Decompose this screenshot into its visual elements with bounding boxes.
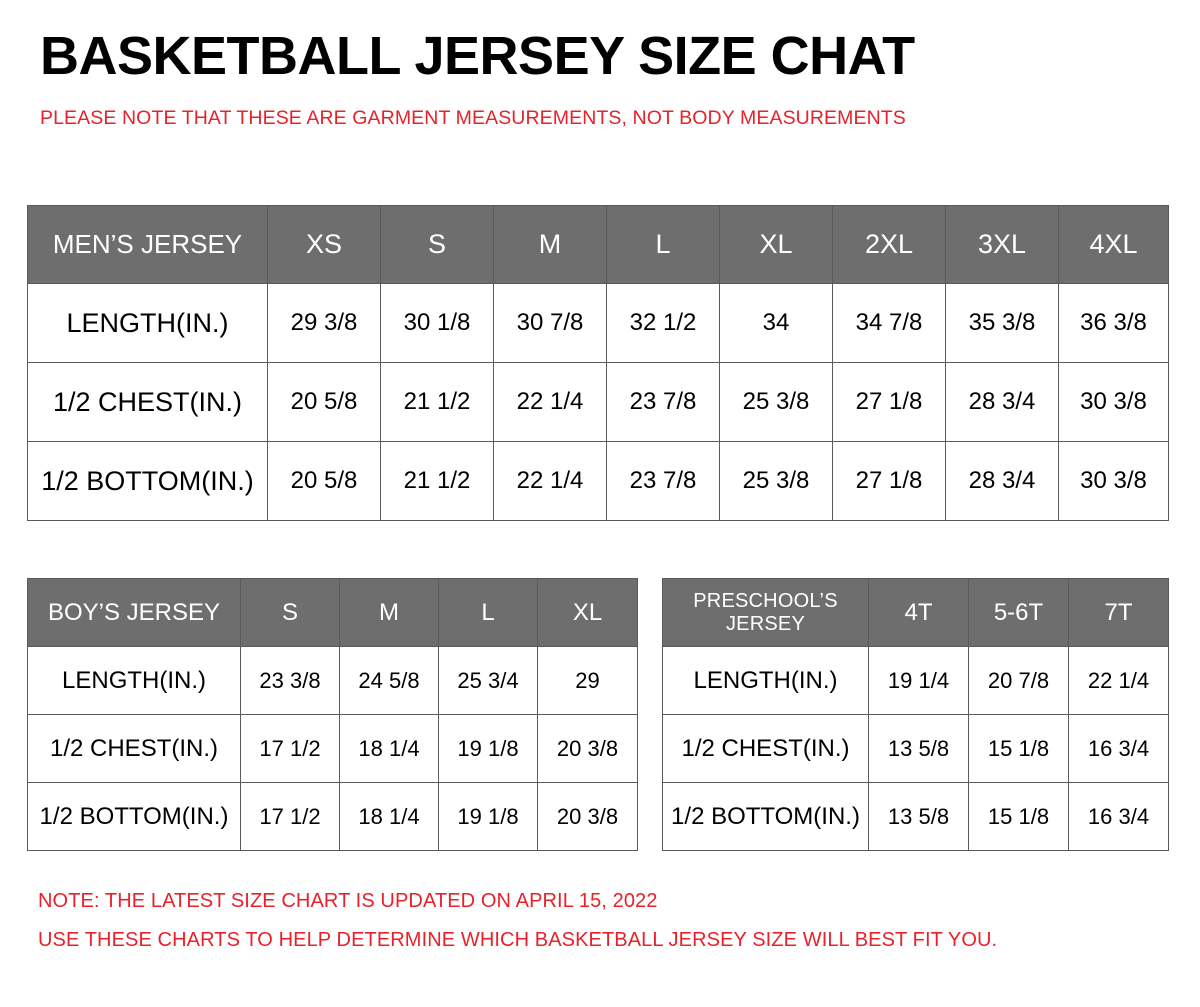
measurement-cell: 30 1/8 <box>380 283 494 363</box>
table-corner-label: BOY’S JERSEY <box>27 578 241 647</box>
measurement-cell: 35 3/8 <box>945 283 1059 363</box>
measurement-cell: 29 3/8 <box>267 283 381 363</box>
measurement-cell: 18 1/4 <box>339 714 439 783</box>
garment-measurement-note: PLEASE NOTE THAT THESE ARE GARMENT MEASU… <box>40 107 906 129</box>
table-row: LENGTH(IN.) 29 3/8 30 1/8 30 7/8 32 1/2 34 34 … <box>27 283 1169 363</box>
measurement-cell: 15 1/8 <box>968 782 1069 851</box>
measurement-row-label: 1/2 CHEST(IN.) <box>27 362 268 442</box>
measurement-cell: 30 3/8 <box>1058 362 1169 442</box>
measurement-cell: 20 5/8 <box>267 441 381 521</box>
measurement-row-label: 1/2 CHEST(IN.) <box>662 714 869 783</box>
measurement-cell: 16 3/4 <box>1068 782 1169 851</box>
measurement-cell: 19 1/8 <box>438 714 538 783</box>
measurement-cell: 22 1/4 <box>1068 646 1169 715</box>
measurement-cell: 23 3/8 <box>240 646 340 715</box>
size-column-header: L <box>438 578 538 647</box>
measurement-cell: 22 1/4 <box>493 362 607 442</box>
footer-note-line-1: NOTE: THE LATEST SIZE CHART IS UPDATED O… <box>38 890 658 912</box>
measurement-cell: 21 1/2 <box>380 441 494 521</box>
measurement-cell: 19 1/8 <box>438 782 538 851</box>
size-column-header: 2XL <box>832 205 946 284</box>
size-column-header: XS <box>267 205 381 284</box>
table-corner-label: MEN’S JERSEY <box>27 205 268 284</box>
measurement-cell: 15 1/8 <box>968 714 1069 783</box>
size-column-header: 4T <box>868 578 969 647</box>
preschool-table-head: PRESCHOOL’S JERSEY 4T 5-6T 7T <box>662 578 1169 647</box>
table-row: 1/2 CHEST(IN.) 13 5/8 15 1/8 16 3/4 <box>662 714 1169 783</box>
table-row: LENGTH(IN.) 19 1/4 20 7/8 22 1/4 <box>662 646 1169 715</box>
measurement-cell: 27 1/8 <box>832 441 946 521</box>
measurement-cell: 32 1/2 <box>606 283 720 363</box>
measurement-cell: 25 3/8 <box>719 362 833 442</box>
mens-table-head: MEN’S JERSEY XS S M L XL 2XL 3XL 4XL <box>27 205 1169 284</box>
size-column-header: XL <box>537 578 638 647</box>
mens-jersey-size-table: MEN’S JERSEY XS S M L XL 2XL 3XL 4XL LENGTH(IN.)… <box>27 205 1169 521</box>
mens-table-body: LENGTH(IN.) 29 3/8 30 1/8 30 7/8 32 1/2 34 34 … <box>27 283 1169 521</box>
measurement-cell: 20 7/8 <box>968 646 1069 715</box>
measurement-cell: 27 1/8 <box>832 362 946 442</box>
table-header-row: MEN’S JERSEY XS S M L XL 2XL 3XL 4XL <box>27 205 1169 284</box>
measurement-cell: 16 3/4 <box>1068 714 1169 783</box>
size-column-header: S <box>240 578 340 647</box>
measurement-row-label: LENGTH(IN.) <box>27 283 268 363</box>
preschool-table-body: LENGTH(IN.) 19 1/4 20 7/8 22 1/4 1/2 CHEST(I… <box>662 646 1169 851</box>
measurement-cell: 20 3/8 <box>537 714 638 783</box>
measurement-cell: 21 1/2 <box>380 362 494 442</box>
measurement-cell: 20 5/8 <box>267 362 381 442</box>
measurement-cell: 17 1/2 <box>240 714 340 783</box>
size-column-header: M <box>493 205 607 284</box>
measurement-cell: 23 7/8 <box>606 441 720 521</box>
measurement-row-label: 1/2 BOTTOM(IN.) <box>27 782 241 851</box>
table-row: 1/2 BOTTOM(IN.) 17 1/2 18 1/4 19 1/8 20 3/8 <box>27 782 638 851</box>
measurement-cell: 23 7/8 <box>606 362 720 442</box>
measurement-cell: 30 3/8 <box>1058 441 1169 521</box>
table-corner-label: PRESCHOOL’S JERSEY <box>662 578 869 647</box>
table-row: 1/2 CHEST(IN.) 20 5/8 21 1/2 22 1/4 23 7/8 25… <box>27 362 1169 442</box>
footer-note-line-2: USE THESE CHARTS TO HELP DETERMINE WHICH… <box>38 929 998 951</box>
measurement-cell: 25 3/8 <box>719 441 833 521</box>
measurement-cell: 17 1/2 <box>240 782 340 851</box>
size-column-header: 4XL <box>1058 205 1169 284</box>
table-header-row: BOY’S JERSEY S M L XL <box>27 578 638 647</box>
measurement-row-label: LENGTH(IN.) <box>662 646 869 715</box>
size-column-header: L <box>606 205 720 284</box>
measurement-cell: 34 <box>719 283 833 363</box>
measurement-cell: 24 5/8 <box>339 646 439 715</box>
measurement-cell: 28 3/4 <box>945 441 1059 521</box>
table-row: 1/2 BOTTOM(IN.) 13 5/8 15 1/8 16 3/4 <box>662 782 1169 851</box>
size-column-header: S <box>380 205 494 284</box>
measurement-cell: 13 5/8 <box>868 782 969 851</box>
boys-jersey-size-table: BOY’S JERSEY S M L XL LENGTH(IN.) 23 3/8 24 5/… <box>27 578 638 851</box>
boys-table-body: LENGTH(IN.) 23 3/8 24 5/8 25 3/4 29 1/2 CHEST… <box>27 646 638 851</box>
size-column-header: 7T <box>1068 578 1169 647</box>
preschools-jersey-size-table: PRESCHOOL’S JERSEY 4T 5-6T 7T LENGTH(IN.) 19… <box>662 578 1169 851</box>
measurement-cell: 13 5/8 <box>868 714 969 783</box>
measurement-cell: 28 3/4 <box>945 362 1059 442</box>
size-column-header: M <box>339 578 439 647</box>
measurement-cell: 19 1/4 <box>868 646 969 715</box>
table-row: 1/2 CHEST(IN.) 17 1/2 18 1/4 19 1/8 20 3/8 <box>27 714 638 783</box>
measurement-cell: 20 3/8 <box>537 782 638 851</box>
measurement-cell: 30 7/8 <box>493 283 607 363</box>
size-column-header: XL <box>719 205 833 284</box>
measurement-cell: 29 <box>537 646 638 715</box>
size-column-header: 5-6T <box>968 578 1069 647</box>
measurement-row-label: 1/2 BOTTOM(IN.) <box>27 441 268 521</box>
measurement-row-label: 1/2 BOTTOM(IN.) <box>662 782 869 851</box>
page-title: BASKETBALL JERSEY SIZE CHAT <box>40 26 915 86</box>
measurement-row-label: 1/2 CHEST(IN.) <box>27 714 241 783</box>
size-column-header: 3XL <box>945 205 1059 284</box>
measurement-row-label: LENGTH(IN.) <box>27 646 241 715</box>
table-row: LENGTH(IN.) 23 3/8 24 5/8 25 3/4 29 <box>27 646 638 715</box>
measurement-cell: 22 1/4 <box>493 441 607 521</box>
measurement-cell: 34 7/8 <box>832 283 946 363</box>
table-header-row: PRESCHOOL’S JERSEY 4T 5-6T 7T <box>662 578 1169 647</box>
measurement-cell: 18 1/4 <box>339 782 439 851</box>
boys-table-head: BOY’S JERSEY S M L XL <box>27 578 638 647</box>
table-row: 1/2 BOTTOM(IN.) 20 5/8 21 1/2 22 1/4 23 7/8 2… <box>27 441 1169 521</box>
footer-notes: NOTE: THE LATEST SIZE CHART IS UPDATED O… <box>38 882 1158 960</box>
measurement-cell: 36 3/8 <box>1058 283 1169 363</box>
measurement-cell: 25 3/4 <box>438 646 538 715</box>
